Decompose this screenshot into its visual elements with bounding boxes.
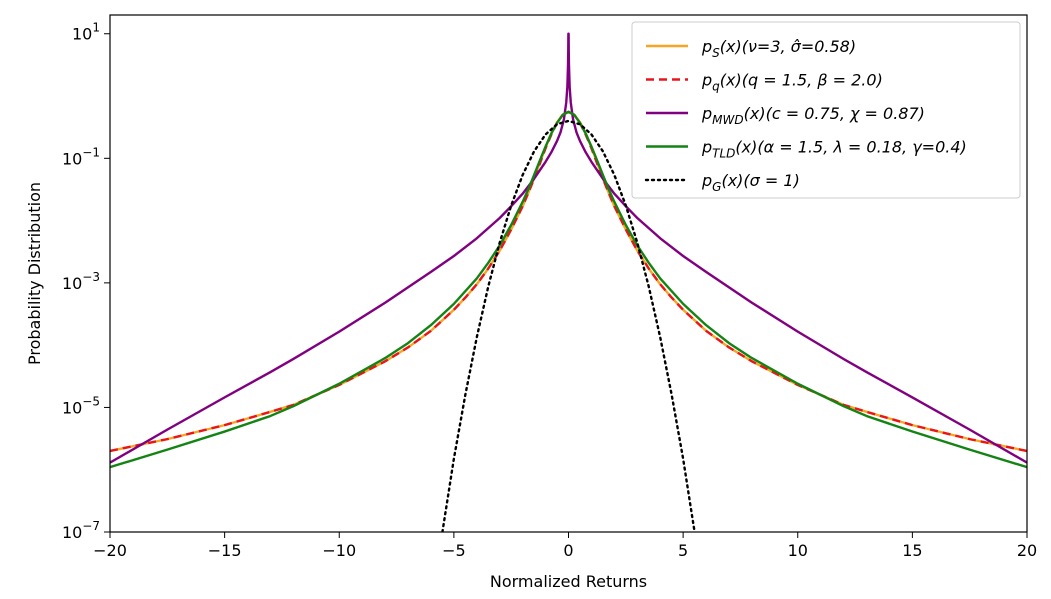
x-tick-label: −5	[442, 541, 466, 560]
y-tick-label: 101	[72, 21, 100, 44]
y-tick-label: 10−3	[62, 270, 100, 293]
legend-label-4: pTLD(x)(α = 1.5, λ = 0.18, γ=0.4)	[701, 138, 967, 161]
y-axis-label: Probability Distribution	[25, 182, 44, 365]
legend-label-5: pG(x)(σ = 1)	[701, 171, 800, 194]
x-tick-label: 20	[1017, 541, 1037, 560]
series-line-4	[110, 110, 1027, 469]
legend-label-2: pq(x)(q = 1.5, β = 2.0)	[701, 71, 883, 94]
x-axis-label: Normalized Returns	[490, 572, 647, 591]
x-tick-label: 10	[788, 541, 808, 560]
series-line-5	[441, 119, 696, 532]
y-tick-label: 10−5	[62, 394, 100, 417]
series-line-3	[110, 32, 1027, 464]
x-tick-label: 5	[678, 541, 688, 560]
legend-label-1: pS(x)(ν=3, σ̂=0.58)	[701, 37, 856, 60]
axis-layer: −20 −15 −10 −5 0 5 10 15 20 10−7 10−5 10−3 10−1 101	[62, 21, 1037, 560]
x-tick-label: 15	[902, 541, 922, 560]
y-tick-label: 10−7	[62, 519, 100, 542]
legend: pS(x)(ν=3, σ̂=0.58) pq(x)(q = 1.5, β = 2.…	[631, 21, 1021, 199]
x-tick-label: −10	[322, 541, 356, 560]
x-tick-label: −15	[208, 541, 242, 560]
legend-label-3: pMWD(x)(c = 0.75, χ = 0.87)	[701, 104, 925, 127]
x-tick-label: −20	[93, 541, 127, 560]
x-tick-label: 0	[563, 541, 573, 560]
series-layer	[110, 32, 1027, 532]
y-tick-label: 10−1	[62, 145, 100, 168]
legend-box	[631, 21, 1021, 199]
